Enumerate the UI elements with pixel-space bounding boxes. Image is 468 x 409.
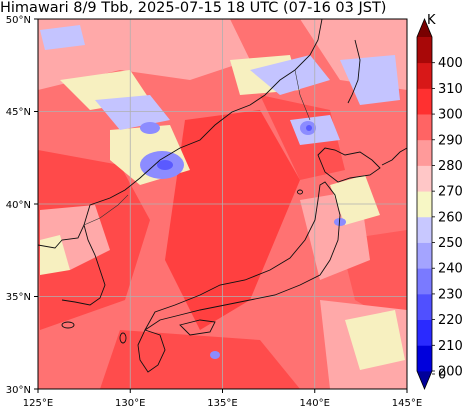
colorbar-segment — [417, 191, 432, 218]
colorbar-label-310: 310 — [438, 82, 463, 97]
lon-label-145: 145°E — [392, 398, 422, 409]
tick-marks — [34, 18, 408, 393]
lon-label-140: 140°E — [300, 398, 330, 409]
colorbar-segments — [416, 17, 433, 391]
colorbar-segment — [417, 242, 432, 269]
colorbar-label-low: 0 — [438, 368, 446, 383]
colorbar-label-220: 220 — [438, 313, 463, 328]
colorbar-segment — [417, 62, 432, 89]
colorbar-label-200: 200 — [438, 365, 463, 380]
map-title: Himawari 8/9 Tbb, 2025-07-15 18 UTC (07-… — [0, 0, 387, 16]
longitude-labels: 125°E 130°E 135°E 140°E 145°E — [23, 398, 422, 409]
colorbar-segment — [417, 139, 432, 166]
gridlines — [38, 19, 407, 389]
latitude-labels: 30°N 35°N 40°N 45°N 50°N — [6, 15, 31, 396]
colorbar-label-300: 300 — [438, 108, 463, 123]
lon-label-130: 130°E — [115, 398, 145, 409]
colorbar-label-260: 260 — [438, 210, 463, 225]
colorbar-extend-high — [417, 19, 432, 37]
colorbar-label-400: 400 — [438, 56, 463, 71]
colorbar-extend-low — [417, 371, 432, 389]
colorbar-segment — [417, 268, 432, 295]
lon-label-135: 135°E — [207, 398, 237, 409]
lat-label-35: 35°N — [6, 292, 31, 303]
colorbar-unit-label: K — [427, 13, 436, 28]
colorbar-label-230: 230 — [438, 287, 463, 302]
country-borders — [83, 69, 311, 226]
colorbar-label-210: 210 — [438, 339, 463, 354]
colorbar-label-280: 280 — [438, 159, 463, 174]
coastlines — [38, 19, 407, 373]
colorbar-segment — [417, 216, 432, 243]
colorbar-label-270: 270 — [438, 185, 463, 200]
colorbar-segment — [417, 114, 432, 141]
coldest-cloud-areas — [157, 125, 312, 170]
colorbar-segment — [417, 293, 432, 321]
lat-label-50: 50°N — [6, 15, 31, 26]
lon-label-125: 125°E — [23, 398, 53, 409]
colorbar-label-290: 290 — [438, 133, 463, 148]
colorbar-segment — [417, 319, 432, 346]
lat-label-30: 30°N — [6, 385, 31, 396]
lat-label-45: 45°N — [6, 107, 31, 118]
colorbar-segment — [417, 88, 432, 115]
cloud-top-pink-areas — [38, 19, 407, 389]
lat-label-40: 40°N — [6, 200, 31, 211]
colorbar-segment — [417, 345, 432, 372]
colorbar-label-240: 240 — [438, 262, 463, 277]
colorbar-segment — [417, 37, 432, 64]
colorbar-label-250: 250 — [438, 236, 463, 251]
colorbar-segment — [417, 165, 432, 192]
